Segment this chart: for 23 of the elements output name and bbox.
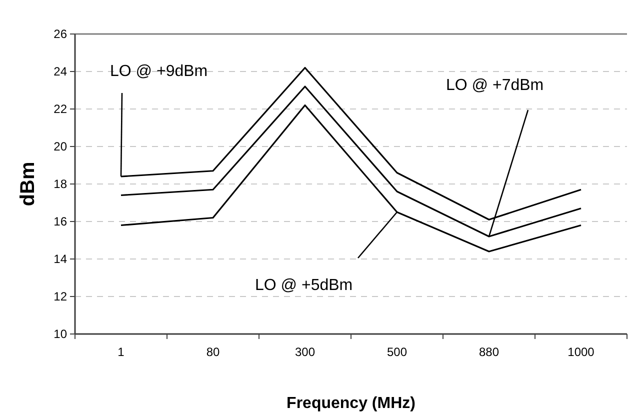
x-axis-title: Frequency (MHz): [286, 395, 416, 412]
y-tick-label: 22: [54, 102, 68, 116]
y-axis-title: dBm: [17, 162, 39, 206]
y-tick-label: 12: [54, 290, 68, 304]
callout: LO @ +5dBm: [255, 212, 398, 294]
y-tick-label: 10: [54, 327, 68, 342]
y-tick-label: 26: [54, 27, 68, 42]
x-tick-label: 880: [478, 345, 500, 359]
y-tick-label: 18: [54, 177, 68, 192]
x-tick-label: 500: [386, 345, 408, 359]
annotation: LO @ +7dBm: [446, 77, 544, 94]
annotation: LO @ +9dBm: [110, 63, 208, 80]
x-tick-label: 1: [118, 345, 125, 359]
x-tick-label: 80: [206, 345, 220, 359]
annotation: LO @ +5dBm: [255, 277, 353, 294]
y-tick-label: 20: [54, 140, 68, 154]
y-tick-label: 24: [54, 64, 68, 79]
callout: LO @ +9dBm: [110, 63, 208, 176]
x-tick-label: 1000: [568, 345, 595, 359]
y-tick-label: 16: [54, 214, 68, 229]
x-tick-label: 300: [294, 345, 316, 359]
callout: LO @ +7dBm: [446, 77, 544, 237]
y-tick-label: 14: [54, 252, 68, 266]
